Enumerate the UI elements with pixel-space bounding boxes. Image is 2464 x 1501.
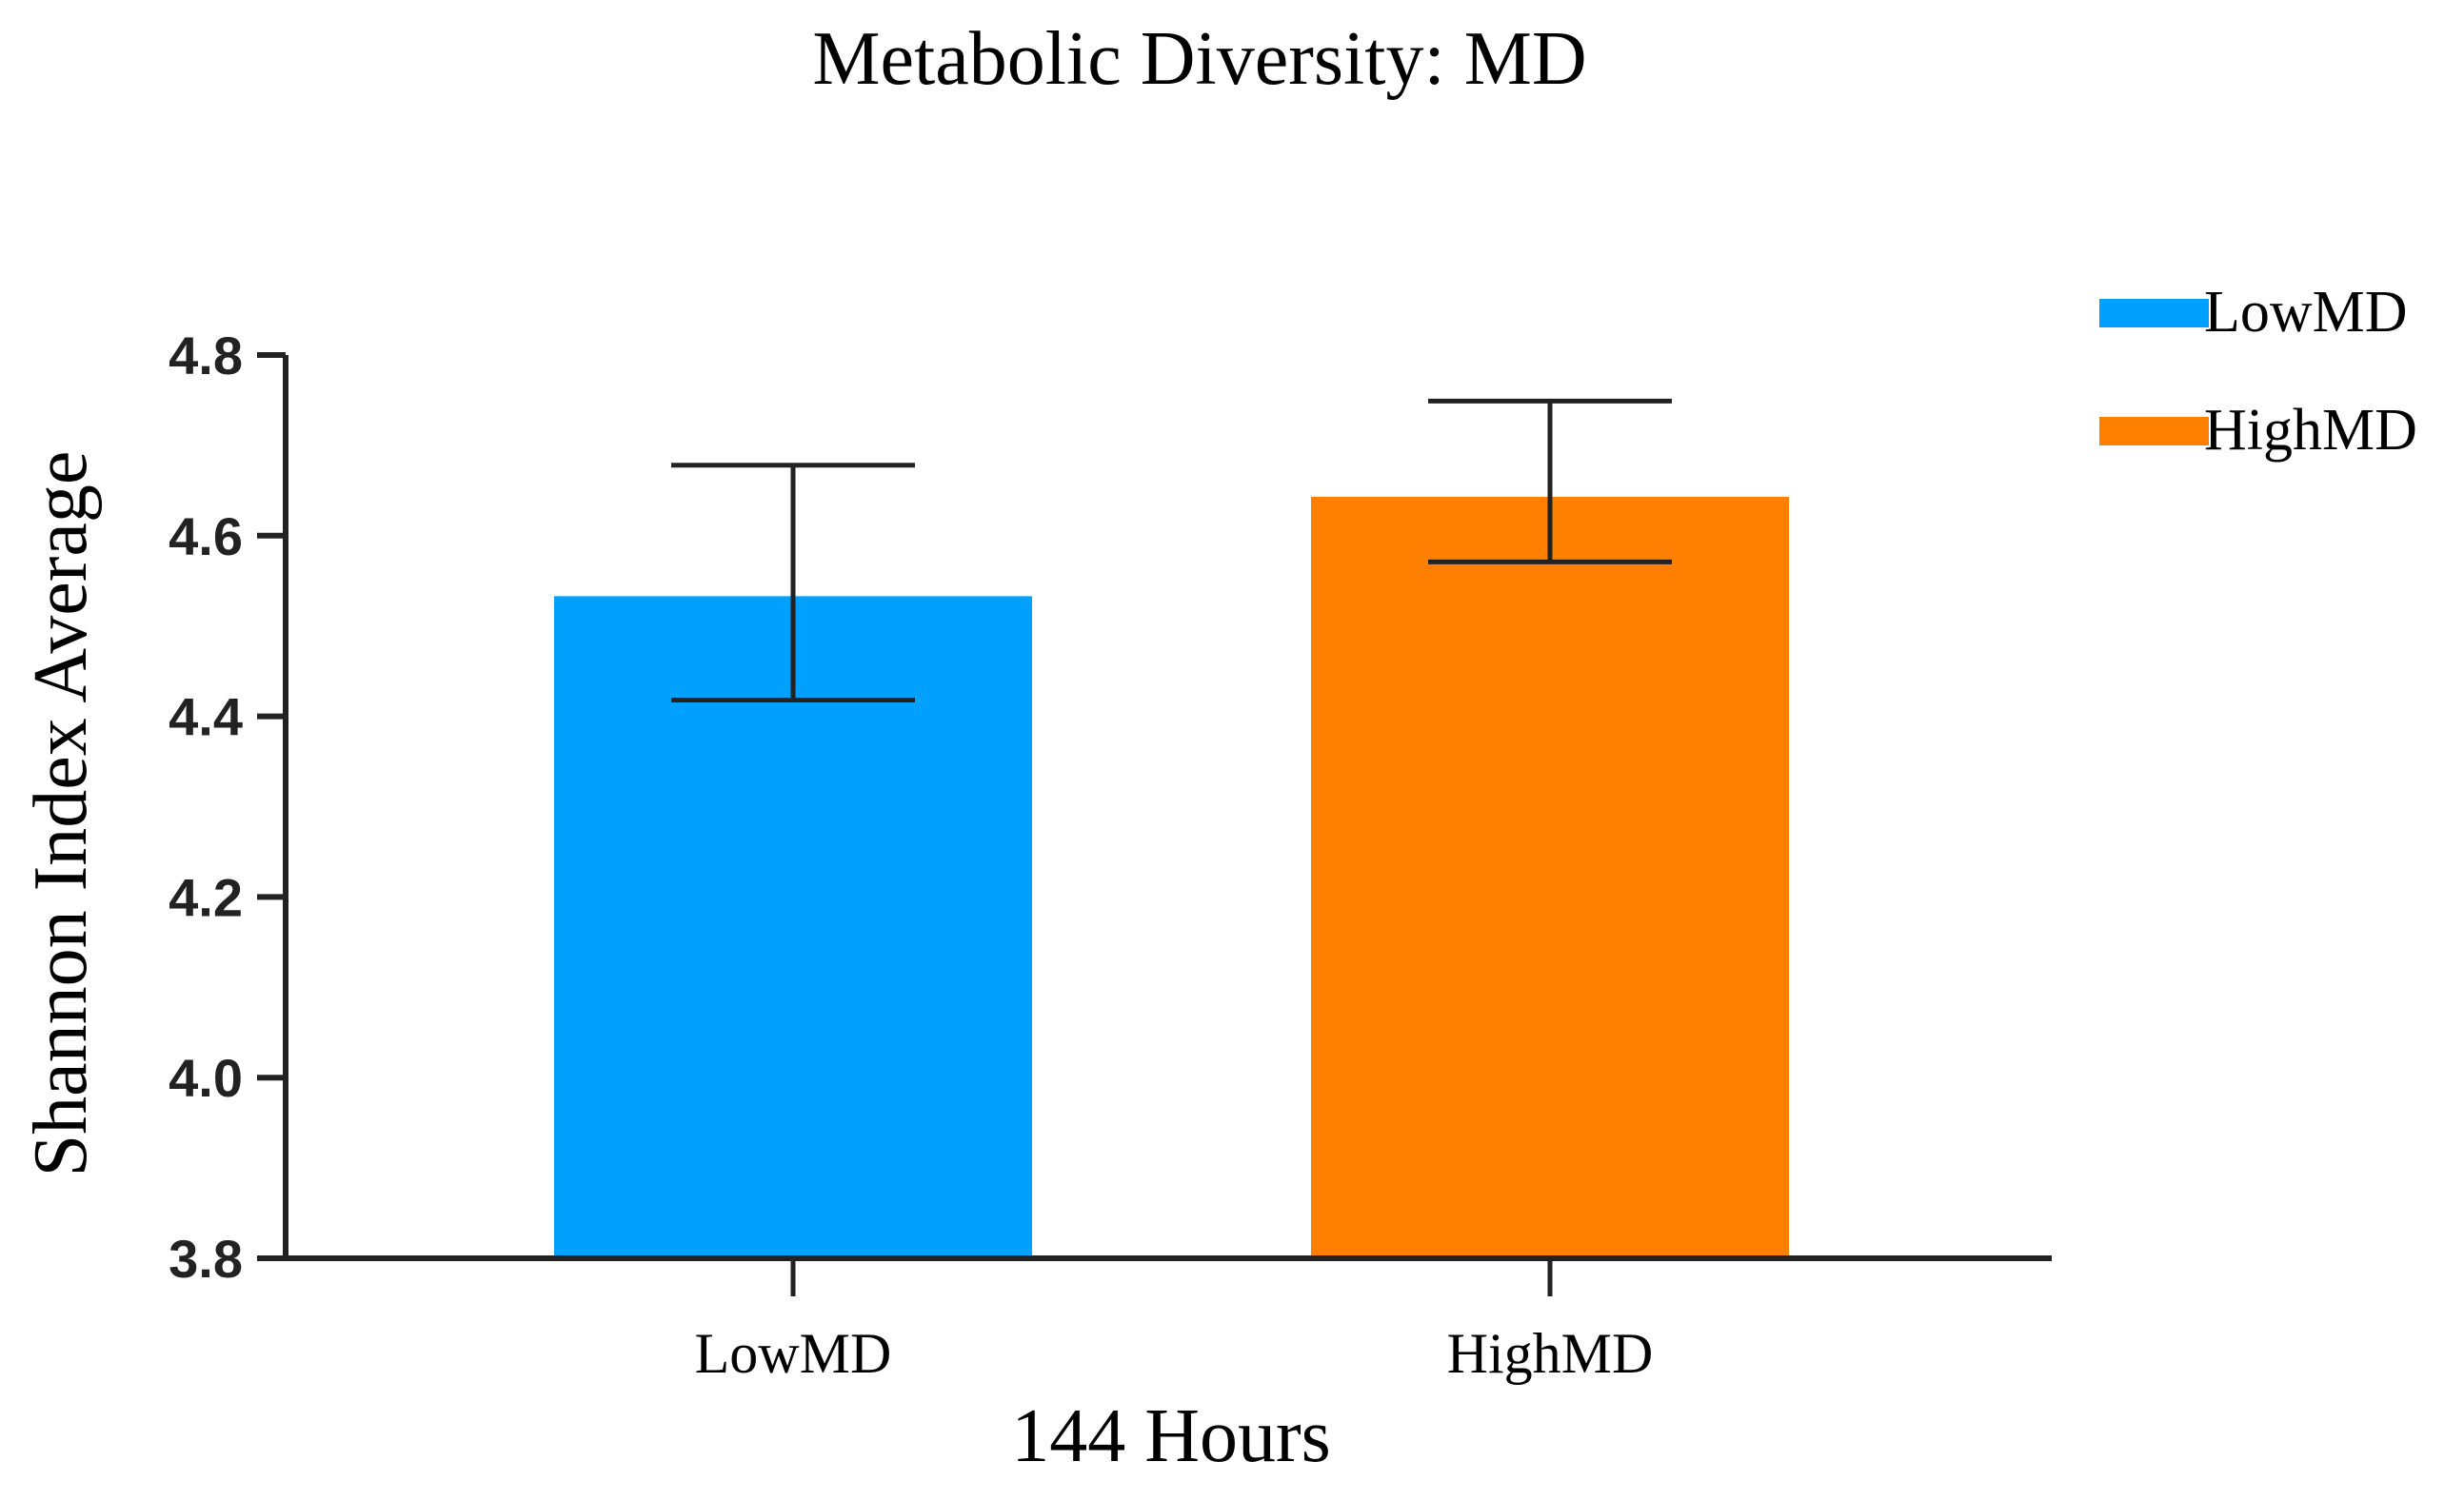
y-tick-label-4.8: 4.8	[169, 326, 243, 385]
y-tick-label-3.8: 3.8	[169, 1229, 243, 1289]
x-tick-label-highmd: HighMD	[1447, 1322, 1654, 1385]
y-tick-label-4.2: 4.2	[169, 867, 243, 927]
x-axis-label: 144 Hours	[1011, 1394, 1331, 1478]
legend: LowMD HighMD	[2099, 280, 2417, 463]
bars-group	[554, 496, 1789, 1258]
legend-label-highmd: HighMD	[2204, 398, 2417, 463]
bar-lowmd	[554, 596, 1032, 1258]
y-tick-label-4.0: 4.0	[169, 1048, 243, 1108]
x-tick-label-lowmd: LowMD	[695, 1322, 892, 1385]
legend-swatch-lowmd	[2099, 299, 2209, 327]
y-axis-label: Shannon Index Average	[19, 451, 103, 1177]
legend-swatch-highmd	[2099, 417, 2209, 445]
chart-title: Metabolic Diversity: MD	[812, 17, 1586, 101]
error-bars-group	[671, 398, 1672, 703]
bar-highmd	[1311, 496, 1789, 1258]
axes-group: LowMD HighMD 3.8 4.0 4.2 4.4 4.6 4.8	[169, 326, 2052, 1385]
y-tick-label-4.4: 4.4	[169, 687, 243, 747]
legend-label-lowmd: LowMD	[2204, 280, 2408, 345]
y-tick-label-4.6: 4.6	[169, 506, 243, 566]
